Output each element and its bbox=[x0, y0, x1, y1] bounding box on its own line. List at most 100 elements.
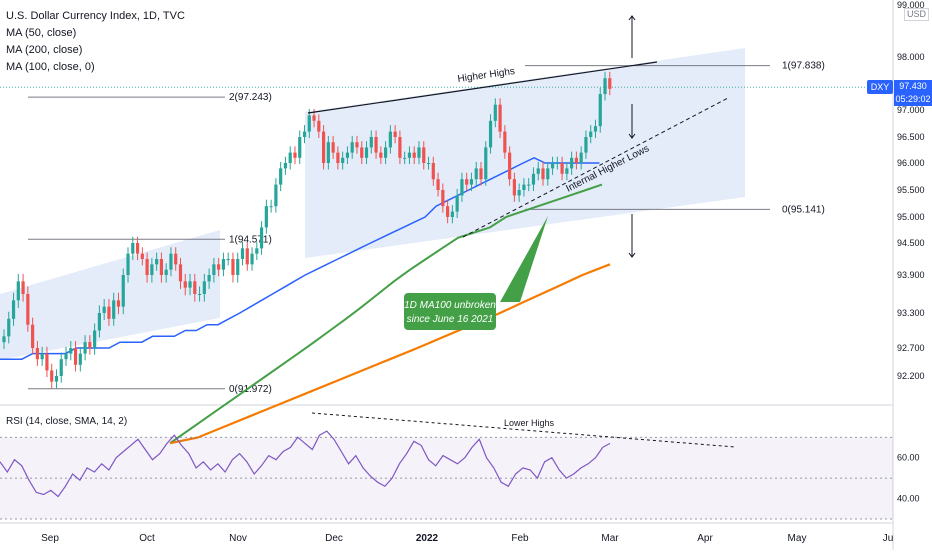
candle-body bbox=[269, 206, 273, 208]
time-axis-label: Sep bbox=[41, 533, 59, 544]
candle-body bbox=[384, 147, 388, 158]
candle-body bbox=[188, 281, 192, 288]
candle-body bbox=[422, 147, 426, 163]
candle-body bbox=[374, 137, 378, 153]
price-tick-label: 92.200 bbox=[897, 371, 925, 381]
candle-body bbox=[379, 152, 383, 158]
candle-body bbox=[116, 300, 121, 307]
callout-line-1: 1D MA100 unbroken bbox=[404, 300, 496, 311]
rsi-legend[interactable]: RSI (14, close, SMA, 14, 2) bbox=[6, 416, 128, 427]
candle-body bbox=[531, 173, 536, 185]
candle-body bbox=[565, 168, 569, 174]
time-axis-label: Feb bbox=[511, 533, 529, 544]
candle-body bbox=[307, 115, 311, 132]
price-tick-label: 96.500 bbox=[897, 132, 925, 142]
price-tick-label: 93.900 bbox=[897, 270, 925, 280]
fib-level-label: 0(95.141) bbox=[782, 204, 825, 215]
candle-body bbox=[93, 330, 97, 348]
candle-body bbox=[202, 281, 206, 294]
candle-body bbox=[603, 78, 607, 95]
candle-body bbox=[245, 248, 249, 265]
candle-body bbox=[221, 259, 226, 270]
candle-body bbox=[503, 131, 507, 153]
candle-body bbox=[107, 306, 111, 319]
candle-body bbox=[398, 137, 402, 158]
candle-body bbox=[45, 353, 49, 371]
indicator-ma50[interactable]: MA (50, close) bbox=[6, 27, 77, 39]
candle-body bbox=[488, 120, 493, 148]
symbol-badge: DXY bbox=[867, 80, 893, 94]
candle-body bbox=[259, 227, 264, 249]
candle-body bbox=[350, 142, 354, 153]
price-tick-label: 99.000 bbox=[897, 0, 925, 10]
price-tick-label: 94.500 bbox=[897, 238, 925, 248]
candle-body bbox=[450, 211, 454, 217]
candle-body bbox=[574, 157, 578, 163]
candle-body bbox=[469, 179, 474, 185]
candle-body bbox=[73, 348, 78, 365]
candle-body bbox=[527, 184, 531, 186]
candle-body bbox=[426, 163, 431, 164]
candle-body bbox=[131, 243, 135, 254]
callout-pointer bbox=[500, 216, 548, 302]
candle-body bbox=[112, 300, 116, 319]
candle-body bbox=[570, 157, 574, 169]
price-tick-label: 93.300 bbox=[897, 308, 925, 318]
candle-body bbox=[121, 275, 125, 307]
chart-title: U.S. Dollar Currency Index, 1D, TVC bbox=[6, 10, 185, 22]
candle-body bbox=[16, 281, 20, 301]
fib-level-label: 1(94.571) bbox=[229, 234, 272, 245]
candle-body bbox=[236, 259, 240, 275]
candle-body bbox=[388, 131, 392, 148]
candle-body bbox=[97, 313, 101, 331]
fib-level-label: 0(91.972) bbox=[229, 384, 272, 395]
candle-body bbox=[498, 104, 502, 132]
candle-body bbox=[298, 137, 302, 158]
callout-line-2: since June 16 2021 bbox=[407, 314, 494, 325]
candle-body bbox=[183, 281, 187, 288]
candle-body bbox=[412, 152, 416, 158]
channel-right bbox=[305, 48, 745, 258]
candle-body bbox=[21, 281, 25, 294]
candle-body bbox=[264, 206, 268, 228]
last-price: 97.430 bbox=[899, 81, 927, 91]
candle-body bbox=[155, 259, 159, 265]
candle-body bbox=[193, 281, 197, 294]
candle-body bbox=[255, 248, 259, 254]
channel-left bbox=[0, 230, 220, 360]
arrow-mid-head bbox=[628, 133, 636, 139]
candle-body bbox=[11, 300, 16, 319]
time-axis-label: Nov bbox=[229, 533, 247, 544]
candle-body bbox=[493, 104, 497, 121]
candle-body bbox=[598, 94, 602, 127]
internal-higher-lows-line bbox=[462, 97, 729, 238]
time-axis-label: Oct bbox=[139, 533, 155, 544]
candle-body bbox=[126, 253, 130, 275]
candle-body bbox=[446, 206, 450, 217]
candle-body bbox=[593, 126, 598, 132]
candle-body bbox=[207, 275, 211, 282]
fib-level-label: 1(97.838) bbox=[782, 61, 825, 72]
indicator-ma100[interactable]: MA (100, close, 0) bbox=[6, 61, 95, 73]
candle-body bbox=[212, 264, 216, 275]
candle-body bbox=[164, 269, 168, 275]
ma50-line bbox=[0, 156, 600, 360]
indicator-ma200[interactable]: MA (200, close) bbox=[6, 44, 83, 56]
candle-body bbox=[522, 184, 526, 190]
candle-body bbox=[364, 147, 369, 158]
candle-body bbox=[393, 131, 397, 137]
candle-body bbox=[217, 264, 221, 270]
last-price-badge: 97.430 05:29:02 bbox=[894, 80, 932, 106]
rsi-lower-highs-label: Lower Highs bbox=[504, 418, 555, 428]
currency-label: USD bbox=[904, 8, 930, 21]
candle-body bbox=[579, 152, 583, 163]
candle-body bbox=[59, 359, 63, 376]
candle-body bbox=[35, 348, 39, 360]
time-axis-label: Apr bbox=[697, 533, 713, 544]
time-axis-label: Dec bbox=[325, 533, 343, 544]
time-axis-label: May bbox=[788, 533, 807, 544]
candle-body bbox=[331, 142, 335, 153]
candle-body bbox=[360, 147, 364, 158]
